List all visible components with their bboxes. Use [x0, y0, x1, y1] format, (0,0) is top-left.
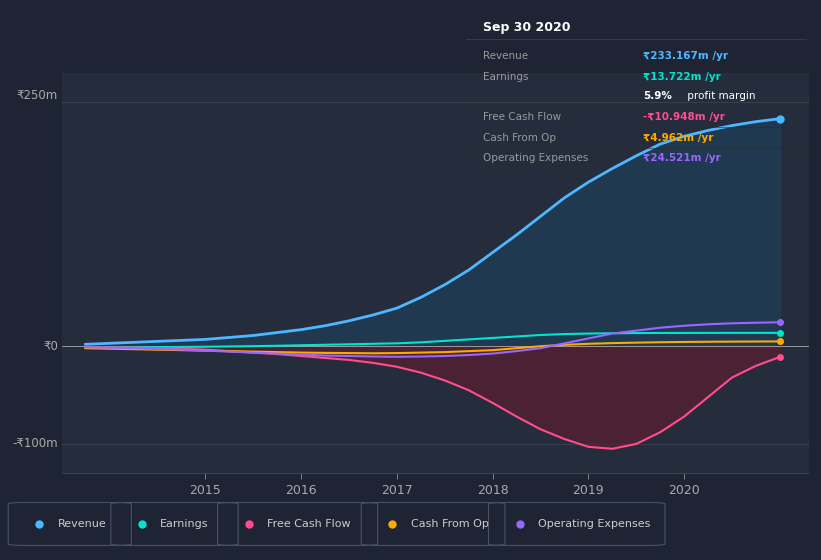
Text: Earnings: Earnings	[160, 519, 209, 529]
Text: Sep 30 2020: Sep 30 2020	[484, 21, 571, 34]
Text: profit margin: profit margin	[685, 91, 756, 101]
Text: -₹100m: -₹100m	[12, 437, 57, 450]
Text: Free Cash Flow: Free Cash Flow	[484, 112, 562, 122]
Text: Revenue: Revenue	[484, 52, 529, 61]
Text: Revenue: Revenue	[57, 519, 106, 529]
Text: ₹24.521m /yr: ₹24.521m /yr	[644, 153, 722, 162]
Text: Cash From Op: Cash From Op	[484, 133, 557, 143]
Text: ₹4.962m /yr: ₹4.962m /yr	[644, 133, 714, 143]
Text: Cash From Op: Cash From Op	[410, 519, 488, 529]
Text: ₹13.722m /yr: ₹13.722m /yr	[644, 72, 722, 82]
Text: ₹250m: ₹250m	[16, 89, 57, 102]
Text: ₹233.167m /yr: ₹233.167m /yr	[644, 52, 728, 61]
Text: Earnings: Earnings	[484, 72, 529, 82]
Text: Operating Expenses: Operating Expenses	[484, 153, 589, 162]
Text: -₹10.948m /yr: -₹10.948m /yr	[644, 112, 726, 122]
Text: 5.9%: 5.9%	[644, 91, 672, 101]
Text: ₹0: ₹0	[43, 340, 57, 353]
Text: Operating Expenses: Operating Expenses	[538, 519, 650, 529]
Text: Free Cash Flow: Free Cash Flow	[267, 519, 351, 529]
